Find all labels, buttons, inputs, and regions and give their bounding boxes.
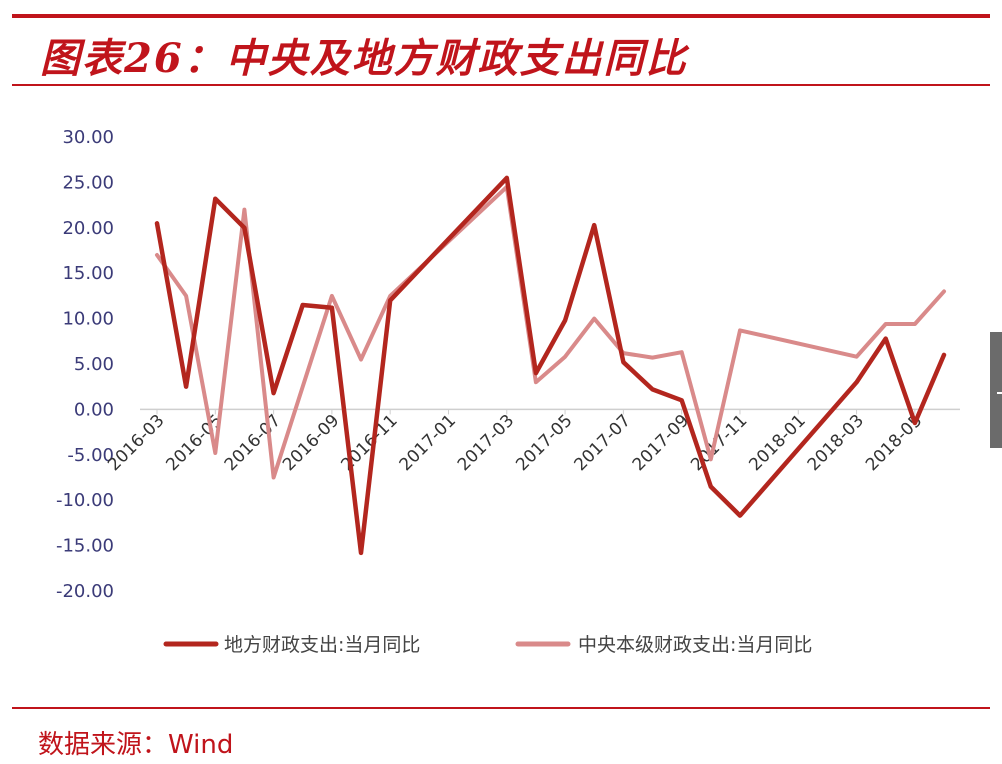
x-tick-label: 2017-01 [396,411,460,475]
x-tick-label: 2018-03 [804,411,868,475]
legend-label: 中央本级财政支出:当月同比 [578,634,812,656]
chart-title: 图表26：中央及地方财政支出同比 [40,35,688,82]
plot-area [154,175,947,556]
y-tick-label: -15.00 [56,536,114,557]
title-rule [12,84,990,86]
source-note: 数据来源：Wind [38,730,234,760]
legend: 地方财政支出:当月同比 中央本级财政支出:当月同比 [163,634,812,656]
y-tick-label: 5.00 [74,354,114,375]
x-tick-label: 2017-03 [454,411,518,475]
top-rule [12,14,990,18]
y-tick-label: -10.00 [56,490,114,511]
legend-label: 地方财政支出:当月同比 [224,634,420,656]
side-tab-mark [997,392,1002,394]
x-tick-label: 2018-01 [745,411,809,475]
x-tick-label: 2017-07 [571,411,635,475]
y-tick-label: 0.00 [74,399,114,420]
x-tick-label: 2016-03 [104,411,168,475]
y-tick-label: 25.00 [62,172,114,193]
series-line-central [155,184,946,480]
line-chart: 30.00 25.00 20.00 15.00 10.00 5.00 0.00 -5.00 -1… [56,127,960,656]
side-scroll-tab[interactable] [990,332,1002,448]
bottom-rule [12,707,990,709]
y-tick-label: 10.00 [62,309,114,330]
y-tick-label: -20.00 [56,581,114,602]
y-axis: 30.00 25.00 20.00 15.00 10.00 5.00 0.00 -5.00 -1… [56,127,114,602]
y-tick-label: 15.00 [62,263,114,284]
series-line-local [154,175,947,556]
y-tick-label: -5.00 [67,445,114,466]
y-tick-label: 20.00 [62,218,114,239]
y-tick-label: 30.00 [62,127,114,148]
x-tick-label: 2017-05 [512,411,576,475]
x-tick-label: 2017-09 [629,411,693,475]
x-tick-label: 2016-09 [279,411,343,475]
